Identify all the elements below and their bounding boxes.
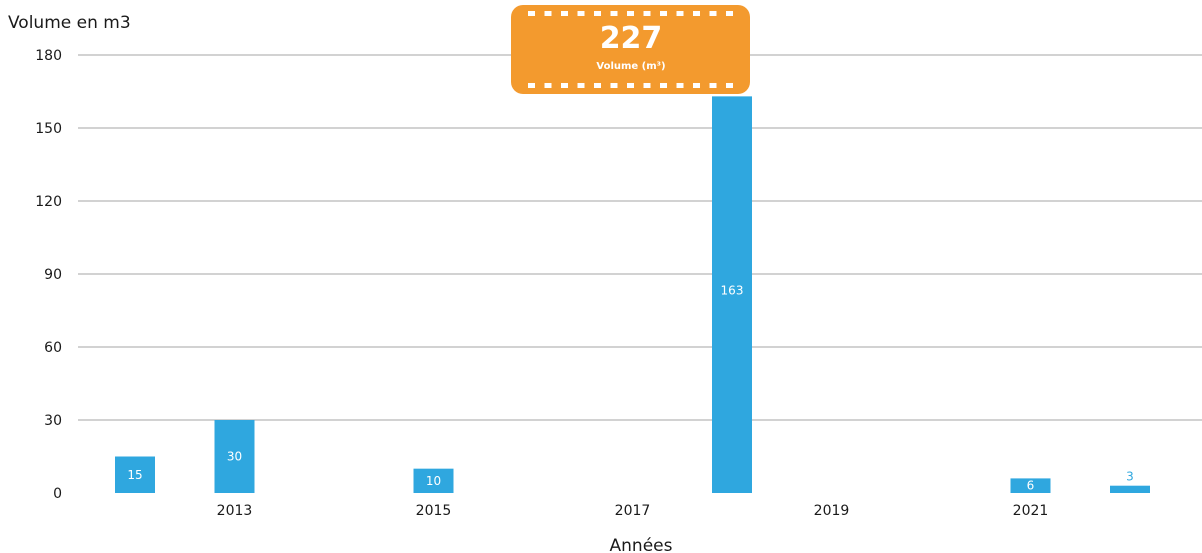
bar (115, 456, 155, 493)
bar (712, 96, 752, 493)
badge-dash (528, 11, 535, 16)
x-tick-label: 2019 (814, 503, 850, 519)
total-volume-badge: 227 Volume (m³) (511, 5, 750, 94)
badge-dash (610, 11, 618, 16)
badge-dash (660, 11, 667, 16)
y-tick-label: 30 (44, 413, 62, 429)
y-tick-label: 90 (44, 267, 62, 283)
total-volume-value: 227 (600, 21, 663, 56)
bar (1010, 478, 1051, 493)
badge-dash (660, 83, 667, 88)
badge-dash (528, 83, 535, 88)
badge-dash (726, 83, 733, 88)
y-tick-label: 180 (35, 48, 62, 64)
y-axis-label: Volume en m3 (8, 13, 131, 33)
badge-dash (610, 83, 618, 88)
badge-dash (577, 83, 585, 88)
badge-dash (643, 83, 651, 88)
data-label: 3 (1126, 470, 1134, 484)
y-tick-label: 150 (35, 121, 62, 137)
bars (115, 96, 1150, 493)
x-tick-label: 2013 (217, 503, 253, 519)
badge-dash (544, 11, 552, 16)
badge-dash (594, 83, 601, 88)
y-tick-label: 60 (44, 340, 62, 356)
badge-dash (693, 83, 700, 88)
badge-dash (693, 11, 700, 16)
y-tick-labels: 0 30 60 90 120 150 180 (35, 48, 62, 502)
data-labels: 15 30 10 163 6 3 (127, 284, 1133, 493)
total-volume-caption: Volume (m³) (596, 61, 665, 72)
x-tick-label: 2021 (1013, 503, 1049, 519)
badge-dash (709, 83, 717, 88)
badge-dash (594, 11, 601, 16)
badge-dash (676, 83, 684, 88)
badge-dash (561, 83, 568, 88)
badge-dash (627, 83, 634, 88)
x-tick-label: 2015 (416, 503, 452, 519)
data-label: 6 (1027, 479, 1035, 493)
bar (413, 468, 454, 493)
data-label: 163 (721, 284, 744, 298)
y-tick-label: 0 (53, 486, 62, 502)
badge-dash (544, 83, 552, 88)
badge-dash (561, 11, 568, 16)
badge-dash (709, 11, 717, 16)
y-tick-label: 120 (35, 194, 62, 210)
x-axis-label: Années (610, 536, 673, 553)
badge-dash (643, 11, 651, 16)
badge-dash (676, 11, 684, 16)
data-label: 10 (426, 474, 441, 488)
x-tick-labels: 2013 2015 2017 2019 2021 (217, 503, 1049, 519)
x-tick-label: 2017 (615, 503, 651, 519)
badge-ticket-dashes (528, 11, 733, 88)
data-label: 30 (227, 450, 242, 464)
badge-dash (627, 11, 634, 16)
badge-dash (726, 11, 733, 16)
data-label: 15 (127, 468, 142, 482)
badge-background (511, 5, 750, 94)
gridlines (78, 54, 1202, 421)
bar (1110, 485, 1150, 493)
bar (214, 420, 255, 493)
badge-dash (577, 11, 585, 16)
